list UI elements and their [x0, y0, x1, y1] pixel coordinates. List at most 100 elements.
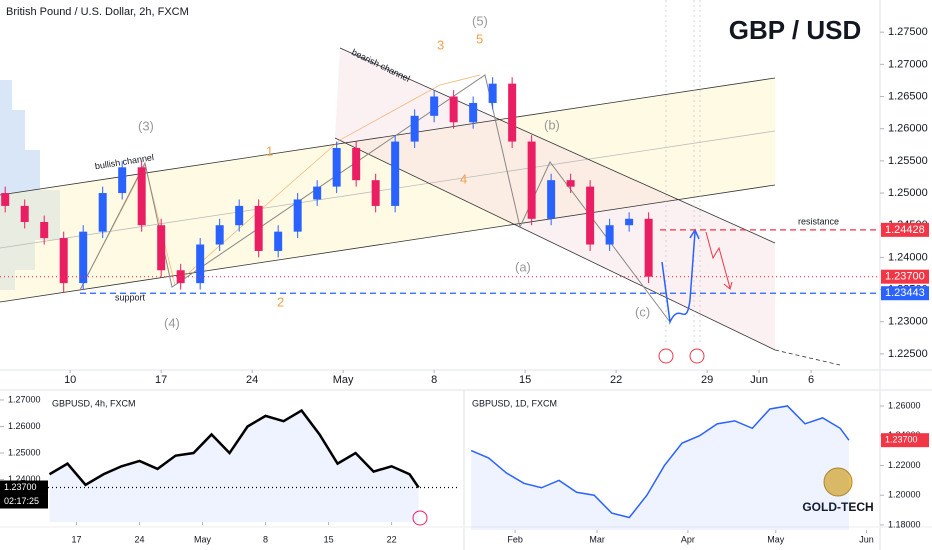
- price-tag-label: 1.23700: [885, 435, 918, 445]
- x-tick-label: 24: [135, 534, 145, 544]
- panel-title: GBPUSD, 1D, FXCM: [472, 398, 557, 408]
- price-tag: [881, 433, 929, 448]
- candle-body: [79, 231, 88, 284]
- bullish-channel-fill: [0, 78, 775, 302]
- chart-title: British Pound / U.S. Dollar, 2h, FXCM: [6, 6, 189, 18]
- candle-body: [410, 115, 419, 142]
- candle-body: [332, 148, 341, 187]
- event-icon[interactable]: [689, 348, 705, 364]
- countdown-tag: [0, 494, 48, 509]
- x-tick-label: Feb: [507, 534, 523, 544]
- price-tag: [881, 269, 929, 284]
- wave-label: (3): [138, 118, 154, 133]
- x-tick-label: Apr: [681, 534, 695, 544]
- annotation: support: [115, 292, 146, 302]
- area-fill: [49, 410, 419, 522]
- y-tick-label: 1.26000: [8, 421, 41, 431]
- candle-body: [235, 205, 244, 226]
- channel-lines: [0, 47, 841, 366]
- x-tick-label: 8: [263, 534, 268, 544]
- x-tick-label: 24: [246, 374, 258, 386]
- x-tick-label: May: [333, 374, 354, 386]
- wave-label: 1: [266, 143, 273, 158]
- y-tick-label: 1.25000: [888, 187, 928, 199]
- event-icon[interactable]: [658, 348, 674, 364]
- bearish-projection: [705, 231, 731, 289]
- x-tick-label: 17: [155, 374, 167, 386]
- candle-body: [527, 141, 536, 219]
- price-tag-label: 1.23700: [4, 482, 37, 492]
- x-tick-label: Jun: [859, 534, 874, 544]
- y-tick-label: 1.22000: [888, 460, 921, 470]
- candle-body: [293, 199, 302, 232]
- wave-label: (b): [544, 117, 560, 132]
- candle-body: [20, 205, 29, 222]
- x-tick-label: 29: [701, 374, 713, 386]
- candle-body: [254, 205, 263, 251]
- candle-body: [644, 218, 653, 277]
- wave-lines: [79, 74, 671, 323]
- candle-body: [313, 186, 322, 200]
- arrow-head: [723, 281, 733, 290]
- candle-body: [137, 167, 146, 226]
- candle-body: [566, 180, 575, 187]
- x-tick-label: 15: [324, 534, 334, 544]
- wave-label: 3: [437, 37, 444, 52]
- price-tag-label: 1.23443: [885, 287, 925, 299]
- candle-body: [215, 225, 224, 245]
- candle-body: [605, 225, 614, 245]
- symbol-title: GBP / USD: [729, 15, 861, 45]
- candle-body: [1, 193, 10, 206]
- alert-icon[interactable]: [412, 510, 428, 526]
- candle-body: [59, 238, 68, 284]
- candle-body: [371, 180, 380, 206]
- wave-label: (a): [515, 259, 531, 274]
- candle-body: [488, 83, 497, 103]
- y-tick-label: 1.25000: [8, 447, 41, 457]
- price-line: [48, 408, 420, 489]
- annotation: resistance: [798, 216, 839, 226]
- candle-body: [508, 83, 517, 142]
- candle-body: [40, 222, 49, 239]
- x-tick-label: Mar: [589, 534, 605, 544]
- x-tick-label: 6: [808, 374, 814, 386]
- price-tag: [0, 480, 48, 495]
- watermark: GOLD-TECH: [802, 500, 873, 514]
- y-tick-label: 1.27500: [888, 26, 928, 38]
- y-tick-label: 1.18000: [888, 519, 921, 529]
- wave-label: 5: [476, 31, 483, 46]
- x-tick-label: May: [767, 534, 785, 544]
- wave-label: (4): [164, 315, 180, 330]
- y-tick-label: 1.25500: [888, 155, 928, 167]
- area-fill: [471, 405, 849, 530]
- y-tick-label: 1.26000: [888, 123, 928, 135]
- candle-body: [118, 167, 127, 194]
- y-tick-label: 1.24000: [8, 474, 41, 484]
- wave-label: (5): [472, 13, 488, 28]
- candle-body: [157, 225, 166, 271]
- y-tick-label: 1.23000: [888, 316, 928, 328]
- x-tick-label: 17: [72, 534, 82, 544]
- countdown: 02:17:25: [4, 496, 39, 506]
- y-tick-label: 1.20000: [888, 490, 921, 500]
- y-tick-label: 1.22500: [888, 348, 928, 360]
- candle-body: [196, 244, 205, 284]
- candle-body: [430, 96, 439, 116]
- candle-body: [274, 231, 283, 251]
- bullish-projection: [661, 231, 696, 325]
- candle-body: [625, 218, 634, 226]
- y-tick-label: 1.26500: [888, 90, 928, 102]
- wave-label: (c): [635, 304, 650, 319]
- logo-icon: [823, 467, 853, 497]
- volume-profile: [0, 80, 60, 290]
- candle-body: [449, 96, 458, 123]
- candle-body: [469, 102, 478, 123]
- price-tag: [881, 286, 929, 301]
- x-tick-label: Jun: [750, 374, 768, 386]
- price-tag-label: 1.23700: [885, 271, 925, 283]
- x-tick-label: May: [194, 534, 212, 544]
- y-tick-label: 1.26000: [888, 400, 921, 410]
- candle-body: [547, 180, 556, 219]
